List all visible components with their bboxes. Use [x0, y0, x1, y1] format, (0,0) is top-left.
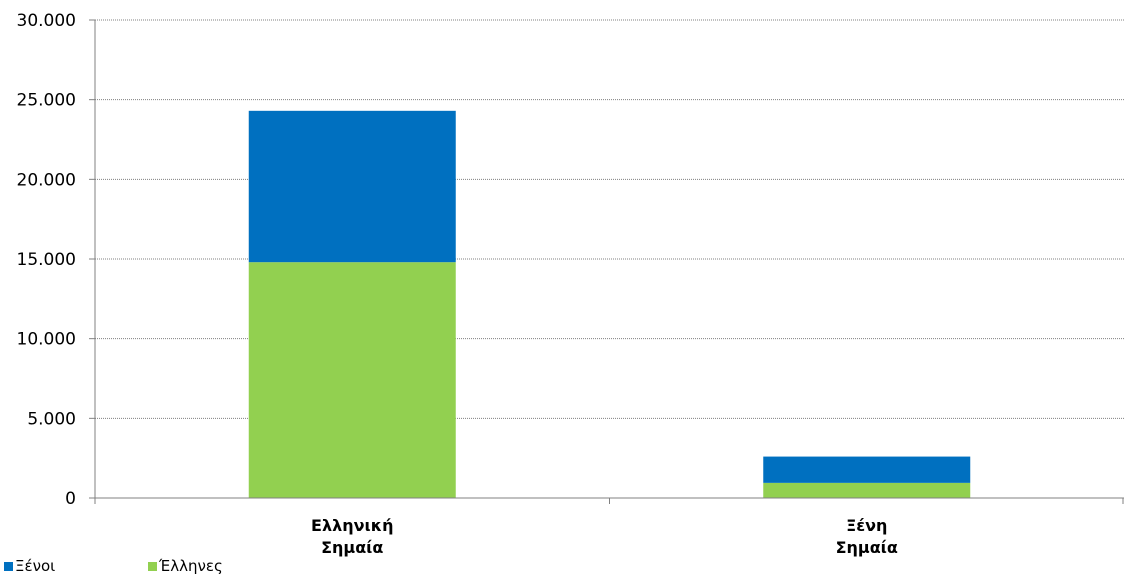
- y-tick-label: 0: [65, 489, 76, 509]
- x-category-labels: Ελληνική Σημαία Ξένη Σημαία: [311, 516, 898, 557]
- x-category-label: Σημαία: [836, 538, 898, 557]
- y-tick-label: 10.000: [17, 330, 76, 350]
- y-tick-label: 30.000: [17, 11, 76, 31]
- bar-segment: [248, 262, 456, 498]
- legend: Ξένοι Έλληνες: [4, 557, 223, 575]
- y-tick-label: 25.000: [17, 91, 76, 111]
- bar-segment: [763, 456, 971, 483]
- x-category-label: Ελληνική: [311, 516, 393, 535]
- grid-lines: [95, 19, 1124, 419]
- y-tick-labels: 0 5.000 10.000 15.000 20.000 25.000 30.000: [17, 11, 76, 509]
- legend-swatch: [148, 562, 157, 571]
- bars: [248, 110, 971, 498]
- legend-label: Έλληνες: [158, 557, 223, 575]
- bar-segment: [763, 482, 971, 498]
- legend-label: Ξένοι: [15, 557, 55, 575]
- x-category-label: Σημαία: [321, 538, 383, 557]
- axes: [89, 19, 1124, 504]
- y-tick-label: 20.000: [17, 170, 76, 190]
- bar-segment: [248, 110, 456, 263]
- y-tick-label: 5.000: [27, 409, 76, 429]
- x-category-label: Ξένη: [846, 516, 887, 535]
- y-tick-label: 15.000: [17, 250, 76, 270]
- legend-swatch: [4, 562, 13, 571]
